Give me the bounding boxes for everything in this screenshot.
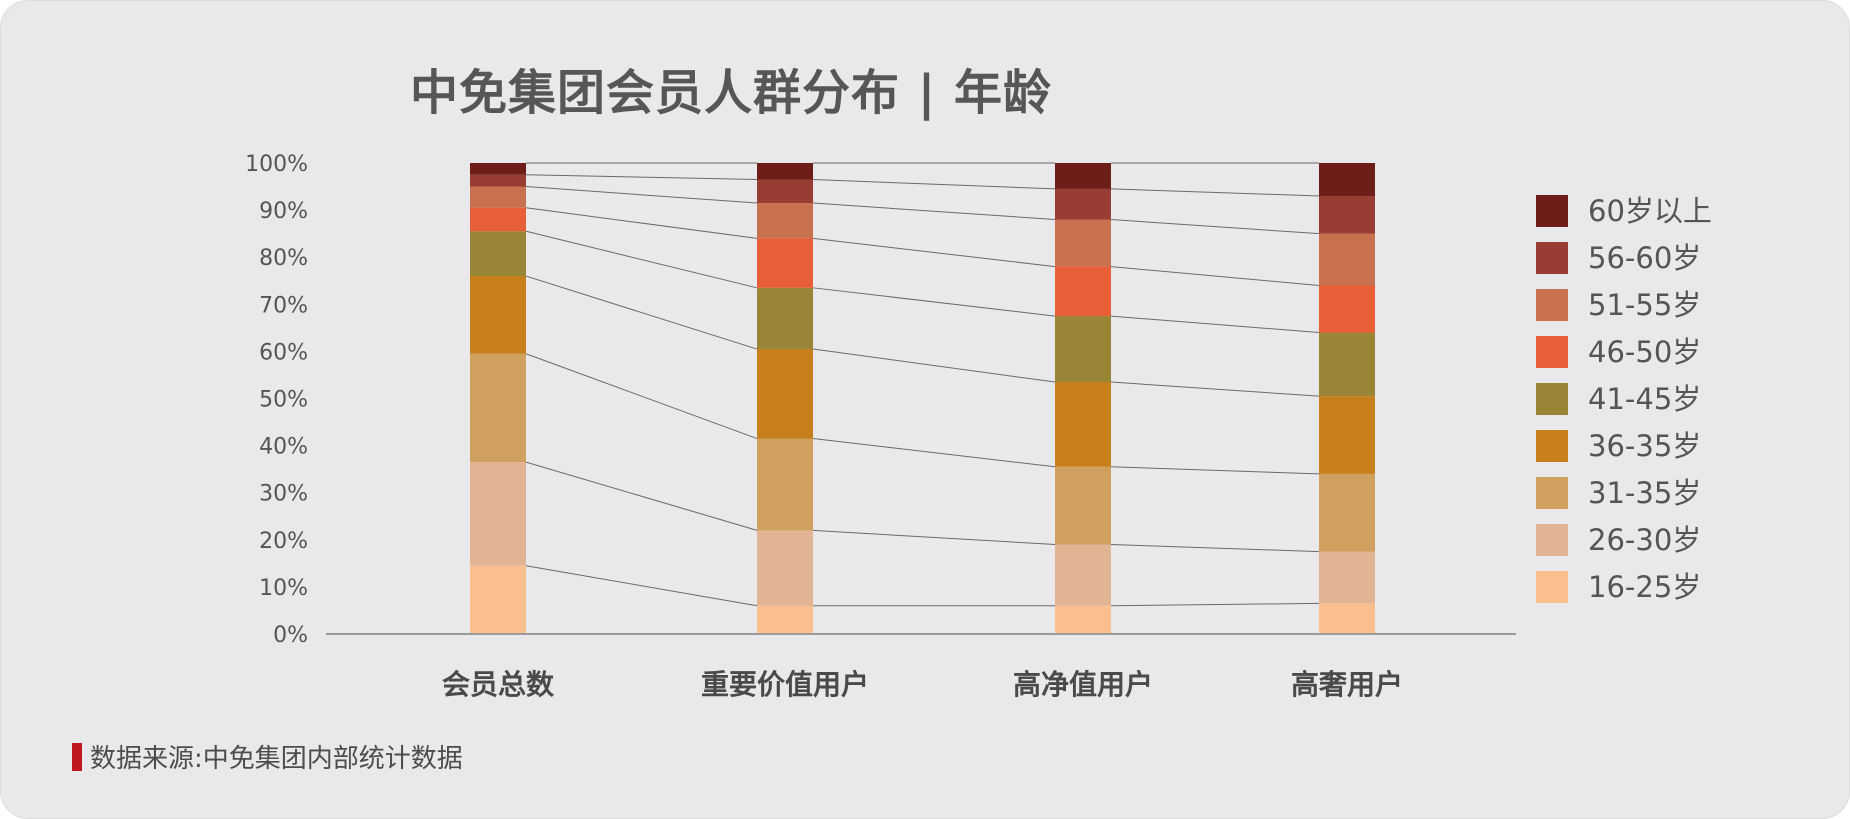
bar-segment xyxy=(470,207,526,232)
y-tick-label: 20% xyxy=(259,529,308,554)
data-source-text: 数据来源:中免集团内部统计数据 xyxy=(90,744,463,774)
chart-title: 中免集团会员人群分布 | 年龄 xyxy=(410,65,1052,121)
connector-line xyxy=(812,287,1056,317)
bar-segment xyxy=(757,438,813,531)
connector-line xyxy=(812,438,1056,468)
bar-segment xyxy=(470,276,526,354)
bar-segment xyxy=(1055,219,1111,267)
bar-segment xyxy=(1055,163,1111,189)
connector-line xyxy=(812,348,1056,383)
connector-line xyxy=(525,186,758,204)
legend-swatch xyxy=(1536,430,1568,462)
bar-segment xyxy=(757,238,813,288)
legend-label: 46-50岁 xyxy=(1588,335,1701,369)
y-tick-label: 50% xyxy=(259,388,308,413)
category-label: 高净值用户 xyxy=(1013,668,1153,701)
connector-line xyxy=(1110,466,1320,475)
bar-segment xyxy=(1319,551,1375,604)
y-tick-label: 80% xyxy=(259,246,308,271)
bar-segment xyxy=(757,349,813,439)
legend-swatch xyxy=(1536,383,1568,415)
bar-segment xyxy=(470,353,526,463)
bar-segment xyxy=(470,462,526,566)
connector-line xyxy=(812,178,1056,190)
connector-line xyxy=(812,237,1056,268)
legend-label: 41-45岁 xyxy=(1588,382,1701,416)
category-label: 重要价值用户 xyxy=(701,668,869,701)
connector-line xyxy=(1110,381,1320,397)
y-tick-label: 30% xyxy=(259,482,308,507)
bar-segment xyxy=(1055,605,1111,634)
connector-line xyxy=(525,275,758,350)
bar-segment xyxy=(1319,285,1375,333)
legend-swatch xyxy=(1536,524,1568,556)
y-tick-label: 100% xyxy=(245,152,308,177)
y-tick-label: 40% xyxy=(259,435,308,460)
bar-segment xyxy=(1319,473,1375,552)
bar-segment xyxy=(1055,382,1111,467)
connector-line xyxy=(812,202,1056,221)
bar-segment xyxy=(757,605,813,634)
y-tick-label: 60% xyxy=(259,340,308,365)
source-marker-icon xyxy=(72,742,82,771)
legend-label: 60岁以上 xyxy=(1588,194,1712,228)
connector-line xyxy=(812,529,1056,546)
bar-segment xyxy=(1055,266,1111,317)
connector-line xyxy=(525,353,758,440)
legend-swatch xyxy=(1536,336,1568,368)
y-tick-label: 70% xyxy=(259,293,308,318)
legend-label: 31-35岁 xyxy=(1588,476,1701,510)
connector-line xyxy=(525,461,758,531)
bar-segment xyxy=(757,287,813,350)
legend-label: 26-30岁 xyxy=(1588,523,1701,557)
connector-line xyxy=(1110,219,1320,235)
legend-label: 56-60岁 xyxy=(1588,241,1701,275)
bar-segment xyxy=(1319,332,1375,397)
bar-segment xyxy=(1319,233,1375,286)
bar-segment xyxy=(757,530,813,606)
y-tick-label: 90% xyxy=(259,199,308,224)
connector-line xyxy=(525,174,758,180)
connector-line xyxy=(1110,315,1320,334)
legend-swatch xyxy=(1536,571,1568,603)
category-label: 会员总数 xyxy=(442,668,555,701)
connector-line xyxy=(1110,544,1320,553)
bar-segment xyxy=(1319,603,1375,634)
bar-segment xyxy=(470,174,526,187)
connector-line xyxy=(1110,188,1320,197)
legend-swatch xyxy=(1536,289,1568,321)
legend-swatch xyxy=(1536,477,1568,509)
legend-label: 16-25岁 xyxy=(1588,570,1701,604)
bar-segment xyxy=(1319,195,1375,234)
bar-segment xyxy=(1055,316,1111,383)
category-label: 高奢用户 xyxy=(1291,668,1403,701)
legend-label: 51-55岁 xyxy=(1588,288,1701,322)
bar-segment xyxy=(470,163,526,175)
connector-line xyxy=(525,565,758,607)
connector-line xyxy=(525,207,758,239)
bar-segment xyxy=(1055,466,1111,545)
bar-segment xyxy=(470,565,526,634)
bar-segment xyxy=(470,186,526,208)
connector-line xyxy=(1110,266,1320,286)
y-tick-label: 0% xyxy=(273,623,308,648)
legend-label: 36-35岁 xyxy=(1588,429,1701,463)
bar-segment xyxy=(757,179,813,204)
bar-segment xyxy=(1319,396,1375,474)
connector-line xyxy=(1110,602,1320,607)
connector-line xyxy=(525,230,758,289)
data-source-note: 数据来源:中免集团内部统计数据 xyxy=(72,738,463,775)
bar-segment xyxy=(757,203,813,239)
bar-segment xyxy=(1055,544,1111,606)
bar-segment xyxy=(1055,188,1111,220)
bar-segment xyxy=(1319,163,1375,196)
bar-segment xyxy=(757,163,813,180)
legend-swatch xyxy=(1536,195,1568,227)
y-tick-label: 10% xyxy=(259,576,308,601)
bar-segment xyxy=(470,231,526,277)
legend-swatch xyxy=(1536,242,1568,274)
